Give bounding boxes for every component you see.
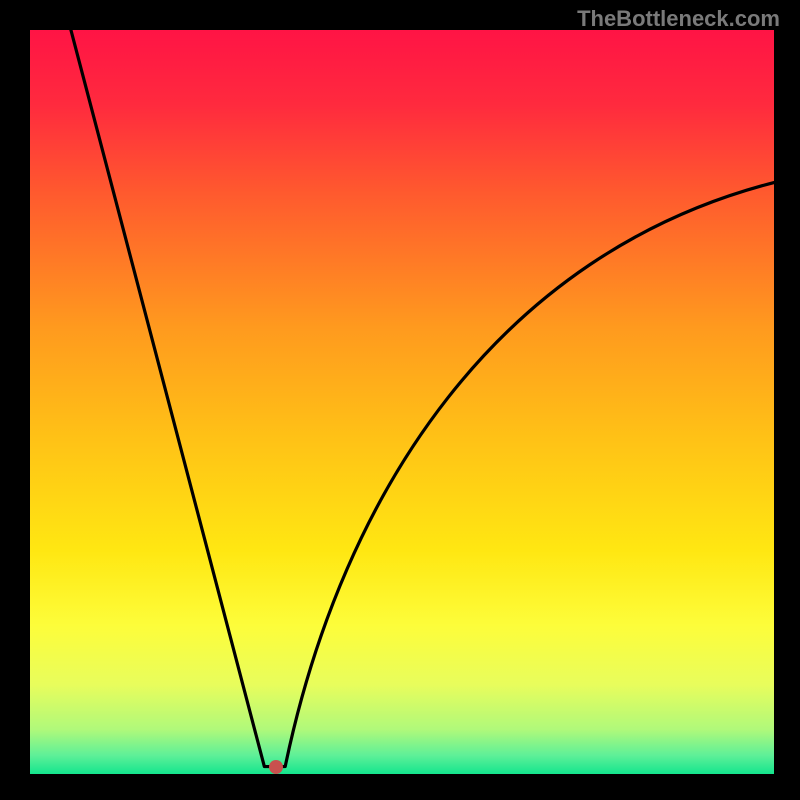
watermark-text: TheBottleneck.com [577, 6, 780, 32]
bottleneck-curve [71, 30, 774, 767]
chart-stage: TheBottleneck.com [0, 0, 800, 800]
curve-layer [30, 30, 774, 774]
bottleneck-marker [269, 760, 283, 774]
plot-area [30, 30, 774, 774]
